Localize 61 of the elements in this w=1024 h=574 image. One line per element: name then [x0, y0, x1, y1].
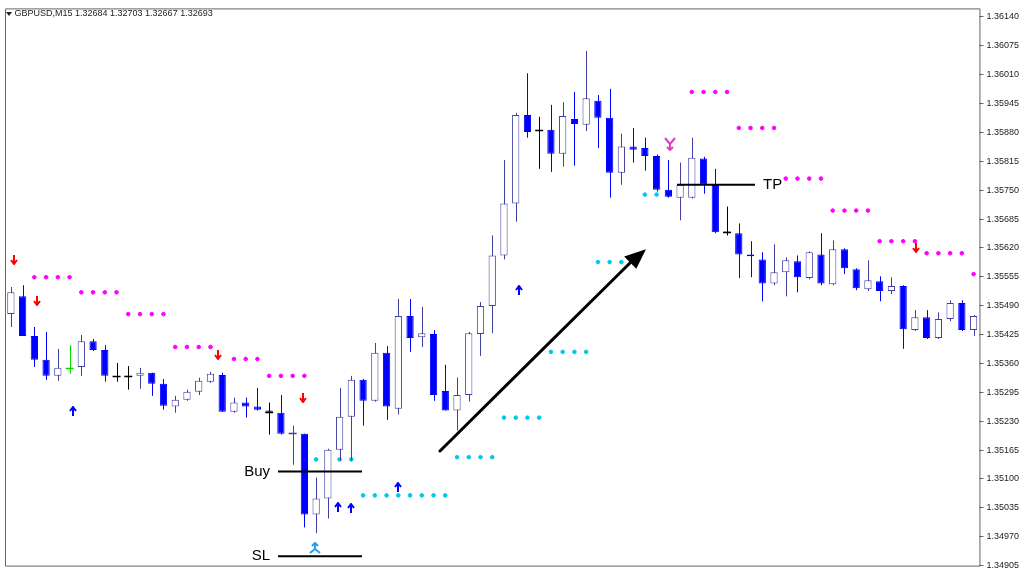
candlestick	[735, 222, 743, 279]
y-tick-label: 1.35555	[986, 271, 1020, 282]
candlestick	[594, 94, 602, 149]
candlestick	[840, 247, 849, 275]
candlestick	[946, 299, 954, 322]
candlestick	[359, 378, 367, 427]
candlestick	[312, 477, 320, 534]
candlestick	[277, 394, 285, 436]
candlestick	[923, 309, 931, 340]
y-tick-label: 1.35685	[986, 213, 1020, 224]
candlestick	[242, 397, 250, 419]
candlestick	[441, 364, 449, 412]
y-tick-label: 1.36075	[986, 40, 1020, 51]
candlestick	[453, 377, 461, 432]
candlestick	[676, 162, 684, 221]
y-tick-label: 1.35100	[986, 473, 1020, 484]
candlestick	[101, 344, 109, 383]
y-tick-label: 1.35620	[986, 242, 1020, 253]
y-tick-label: 1.34905	[986, 560, 1020, 571]
ref-line-label: TP	[763, 174, 783, 192]
candlestick	[136, 367, 144, 390]
candlestick	[406, 298, 414, 353]
candlestick	[864, 259, 872, 292]
candlestick	[934, 311, 943, 340]
ref-line-label: Buy	[244, 461, 271, 479]
y-tick-label: 1.36140	[986, 11, 1020, 22]
chart-title: GBPUSD,M15 1.32684 1.32703 1.32667 1.32693	[14, 8, 213, 18]
candlestick	[782, 256, 790, 297]
candlestick	[793, 254, 802, 293]
candlestick	[876, 275, 884, 302]
y-tick-label: 1.35230	[986, 415, 1020, 426]
candlestick	[54, 348, 62, 382]
ref-line-label: SL	[251, 546, 270, 564]
candlestick	[570, 91, 579, 167]
candlestick	[159, 378, 168, 411]
candlestick	[758, 251, 766, 302]
candlestick	[7, 286, 15, 328]
candlestick	[77, 334, 85, 377]
y-tick-label: 1.35490	[986, 300, 1020, 311]
candlestick	[852, 267, 860, 291]
candlestick	[418, 306, 426, 348]
y-tick-label: 1.35165	[986, 444, 1020, 455]
y-tick-label: 1.35945	[986, 97, 1020, 108]
candlestick	[805, 250, 813, 280]
candlestick	[770, 243, 778, 286]
candlestick	[911, 309, 919, 332]
y-tick-label: 1.35425	[986, 329, 1020, 340]
y-tick-label: 1.34970	[986, 531, 1020, 542]
candlestick	[30, 326, 38, 368]
y-tick-label: 1.35360	[986, 357, 1020, 368]
y-tick-label: 1.36010	[986, 69, 1020, 80]
y-tick-label: 1.35815	[986, 155, 1020, 166]
y-tick-label: 1.35750	[986, 184, 1020, 195]
candlestick	[547, 104, 555, 173]
candlestick	[523, 72, 532, 139]
y-tick-label: 1.35035	[986, 502, 1020, 513]
y-tick-label: 1.35880	[986, 126, 1020, 137]
candlestick	[629, 127, 637, 164]
y-tick-label: 1.35295	[986, 386, 1020, 397]
candlestick	[42, 331, 50, 381]
candlestick	[641, 137, 649, 172]
